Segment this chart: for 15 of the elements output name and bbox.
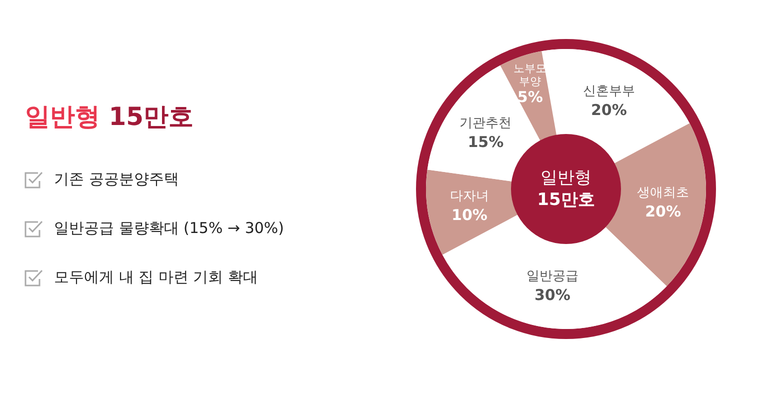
text: 모두에게 내 집 마련 기회 확대 xyxy=(54,268,258,287)
data-label: 15% xyxy=(468,132,504,151)
slice-label: 기관추천 xyxy=(460,116,512,131)
data-label: 10% xyxy=(452,206,488,224)
text: 일반공급 물량확대 (15% → 30%) xyxy=(54,219,284,238)
slice-label: 일반공급 xyxy=(526,269,578,284)
text: 기존 공공분양주택 xyxy=(54,170,179,189)
slice-label: 신혼부부 xyxy=(582,84,635,99)
slice-label: 다자녀 xyxy=(450,189,489,204)
data-label: 20% xyxy=(645,202,682,221)
slice-label: 생애최초 xyxy=(637,186,690,201)
text: 일반형 15만호 xyxy=(25,102,194,131)
data-label: 30% xyxy=(534,286,570,304)
data-label: 5% xyxy=(517,88,543,106)
data-label: 20% xyxy=(590,100,627,119)
